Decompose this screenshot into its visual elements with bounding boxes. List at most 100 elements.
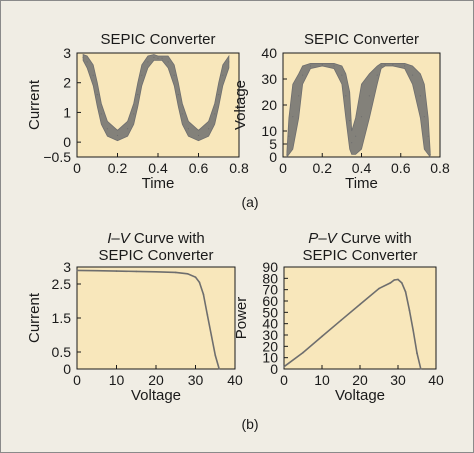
data-point	[411, 74, 414, 76]
x-axis-label: Voltage	[131, 387, 181, 404]
data-point	[351, 142, 353, 144]
x-tick-label: 40	[428, 372, 444, 388]
data-point	[202, 293, 205, 296]
data-point	[214, 113, 216, 115]
y-tick-label: 1	[63, 104, 71, 120]
y-tick-label: 2	[63, 75, 71, 91]
y-tick-label: 50	[262, 304, 278, 320]
y-tick-label: 10	[262, 350, 278, 366]
data-point	[292, 116, 294, 118]
data-point	[228, 61, 230, 63]
data-point	[173, 74, 175, 76]
data-point	[210, 334, 213, 336]
x-tick-label: 0.8	[430, 160, 450, 176]
y-tick-label: 40	[262, 316, 278, 332]
data-point	[167, 61, 169, 63]
data-point	[76, 269, 78, 272]
data-point	[378, 287, 380, 290]
x-tick-label: 20	[352, 372, 368, 388]
data-point	[340, 319, 342, 322]
chart-title-line1: P–V Curve with	[308, 230, 411, 247]
chart-title: SEPIC Converter	[100, 31, 215, 48]
series-band	[82, 53, 230, 142]
y-tick-label: 90	[262, 259, 278, 275]
y-tick-label: 60	[262, 293, 278, 309]
data-point	[288, 135, 290, 137]
data-point	[298, 95, 300, 97]
data-point	[187, 128, 189, 130]
data-point	[412, 329, 415, 332]
data-point	[206, 313, 209, 316]
data-point	[137, 94, 139, 96]
x-axis-label: Time	[345, 175, 378, 192]
data-point	[419, 95, 421, 97]
data-point	[392, 64, 394, 66]
chart-title-line2: SEPIC Converter	[98, 247, 213, 264]
data-point	[92, 74, 94, 76]
y-tick-label: 0	[63, 361, 71, 377]
data-point	[157, 57, 159, 59]
data-point	[333, 65, 335, 67]
data-point	[420, 368, 422, 370]
x-tick-label: 0.2	[313, 160, 333, 176]
y-tick-label: 30	[261, 71, 277, 87]
y-tick-label: 0	[63, 134, 71, 150]
data-point	[321, 64, 323, 66]
data-point	[186, 273, 189, 275]
y-tick-label: 0	[270, 361, 278, 377]
chart-a-current: SEPIC Converter 0 0.2 0.4 0.6 0.8 −0.50 1 2 3 Time…	[26, 31, 249, 192]
data-point	[100, 113, 102, 115]
chart-title-line1: I–V Curve with	[107, 230, 205, 247]
data-point	[218, 94, 220, 96]
x-tick-label: 20	[148, 372, 164, 388]
x-tick-label: 10	[109, 372, 125, 388]
data-point	[106, 128, 108, 130]
x-tick-label: 0	[280, 372, 288, 388]
data-point	[341, 74, 343, 76]
data-point	[155, 270, 157, 273]
x-tick-label: 0.4	[148, 160, 168, 176]
y-tick-label: 5	[269, 136, 277, 152]
y-tick-label: −0.5	[43, 149, 71, 165]
data-point	[397, 278, 399, 281]
data-point	[198, 281, 201, 284]
x-tick-label: 0.2	[108, 160, 128, 176]
data-point	[429, 153, 431, 155]
panel-label-a: (a)	[241, 194, 258, 210]
data-point	[349, 120, 351, 122]
data-point	[96, 94, 98, 96]
y-tick-label: 80	[262, 270, 278, 286]
data-point	[153, 56, 155, 59]
y-tick-label: 30	[262, 327, 278, 343]
data-point	[408, 309, 411, 311]
data-point	[222, 74, 224, 76]
x-tick-label: 40	[227, 372, 243, 388]
y-tick-label: 0	[269, 149, 277, 165]
data-point	[376, 74, 378, 76]
data-point	[95, 269, 98, 272]
data-point	[181, 113, 183, 115]
data-point	[283, 365, 285, 368]
data-point	[82, 56, 84, 59]
x-tick-label: 30	[188, 372, 204, 388]
y-tick-label: 0.5	[52, 344, 72, 360]
x-tick-label: 30	[390, 372, 406, 388]
x-tick-label: 0	[279, 160, 287, 176]
data-point	[416, 352, 418, 354]
data-point	[404, 291, 407, 293]
x-tick-label: 0.4	[352, 160, 372, 176]
x-tick-label: 0.6	[391, 160, 411, 176]
data-point	[380, 65, 382, 67]
data-point	[345, 95, 347, 97]
data-point	[197, 134, 200, 137]
y-axis-label: Power	[233, 297, 250, 340]
data-point	[214, 354, 217, 357]
data-point	[359, 303, 361, 306]
chart-title: SEPIC Converter	[304, 31, 419, 48]
data-point	[115, 270, 118, 272]
data-point	[174, 271, 177, 274]
data-point	[141, 74, 143, 76]
